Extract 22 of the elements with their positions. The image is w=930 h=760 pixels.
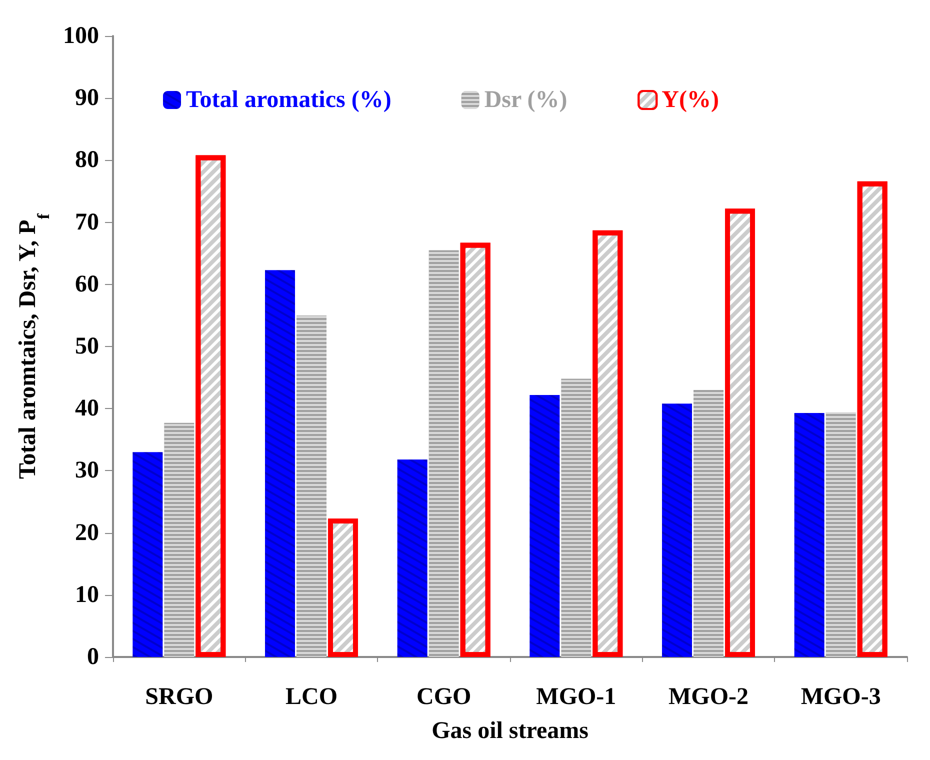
x-tick-label: CGO [416,684,472,710]
y-tick-label: 30 [75,458,99,484]
x-tick-label: MGO-1 [536,684,616,710]
x-axis-title: Gas oil streams [432,718,588,744]
y-tick-label: 100 [63,23,99,49]
x-tick-label: SRGO [145,684,214,710]
y-tick-label: 40 [75,396,99,422]
legend-label: Dsr (%) [484,87,568,113]
y-tick-label: 90 [75,85,99,112]
x-tick-label: MGO-2 [668,684,748,710]
legend-label: Y(%) [662,87,719,113]
y-tick-label: 0 [87,644,99,670]
x-tick-label: LCO [285,684,338,710]
legend-label: Total aromatics (%) [186,87,392,113]
y-tick-label: 10 [75,582,99,608]
x-tick-label: MGO-3 [800,684,881,710]
y-tick-label: 70 [75,209,99,236]
y-axis-title: Total aromtaics, Dsr, Y, Pf [15,213,54,480]
y-tick-label: 20 [75,520,99,546]
y-tick-label: 50 [75,334,99,360]
y-tick-label: 60 [75,271,99,298]
y-tick-label: 80 [75,147,99,174]
